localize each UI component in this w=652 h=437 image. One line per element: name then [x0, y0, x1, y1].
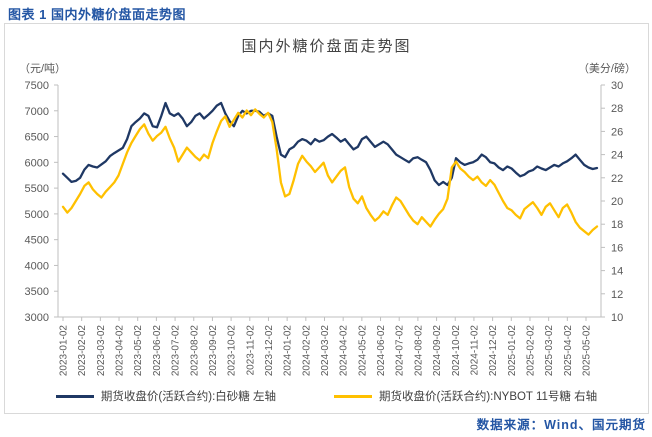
x-axis-tick-label: 2024-10-02 — [451, 325, 462, 377]
legend-item-white-sugar: 期货收盘价(活跃合约):白砂糖 左轴 — [55, 388, 276, 404]
left-axis-tick-label: 6500 — [25, 132, 49, 144]
x-axis-tick-label: 2025-02-02 — [525, 325, 536, 377]
x-axis-tick-label: 2023-06-02 — [152, 325, 163, 377]
right-axis-tick-label: 16 — [611, 242, 623, 254]
legend-label-nybot-sugar: 期货收盘价(活跃合约):NYBOT 11号糖 右轴 — [378, 391, 598, 403]
x-axis-tick-label: 2024-05-02 — [357, 325, 368, 377]
series-line-white-sugar — [61, 101, 599, 187]
left-axis-tick-label: 3000 — [25, 312, 49, 324]
figure-caption: 图表 1 国内外糖价盘面走势图 — [8, 7, 186, 22]
series-line-nybot-sugar — [61, 108, 599, 236]
x-axis-tick-label: 2024-09-02 — [432, 325, 443, 377]
x-axis-tick-label: 2024-12-02 — [488, 325, 499, 377]
left-axis-tick-label: 3500 — [25, 286, 49, 298]
x-axis-tick-label: 2024-04-02 — [339, 325, 350, 377]
chart-title: 国内外糖价盘面走势图 — [241, 39, 412, 55]
left-axis-unit-label: （元/吨） — [19, 63, 67, 75]
x-axis-tick-label: 2023-11-02 — [245, 325, 256, 376]
legend-swatch-nybot-sugar — [333, 394, 372, 398]
x-axis-tick-label: 2023-01-02 — [59, 325, 70, 377]
data-source-text: 数据来源：Wind、国元期货 — [476, 418, 646, 432]
plot-area: 7500 7000 6500 6000 5500 5000 4500 4000 3500 3000… — [25, 80, 624, 377]
left-axis-tick-label: 6000 — [25, 157, 49, 169]
legend-swatch-white-sugar — [55, 394, 94, 398]
legend-item-nybot-sugar: 期货收盘价(活跃合约):NYBOT 11号糖 右轴 — [333, 388, 598, 404]
right-axis-tick-label: 20 — [611, 196, 623, 208]
x-axis-tick-label: 2024-11-02 — [469, 325, 480, 376]
left-axis-tick-label: 4000 — [25, 260, 49, 272]
x-axis-tick-label: 2024-01-02 — [283, 325, 294, 377]
left-axis-tick-label: 7500 — [25, 80, 49, 92]
x-axis-tick-label: 2023-08-02 — [189, 325, 200, 377]
right-axis-tick-label: 12 — [611, 289, 623, 301]
right-axis-tick-label: 14 — [611, 266, 623, 278]
x-axis-tick-label: 2023-05-02 — [133, 325, 144, 377]
right-axis-tick-label: 26 — [611, 126, 623, 138]
legend-label-white-sugar: 期货收盘价(活跃合约):白砂糖 左轴 — [100, 391, 276, 403]
left-axis-tick-label: 7000 — [25, 106, 49, 118]
x-axis-tick-label: 2024-08-02 — [413, 325, 424, 377]
x-axis-tick-label: 2023-04-02 — [115, 325, 126, 377]
x-axis-tick-label: 2023-07-02 — [171, 325, 182, 377]
right-axis-tick-label: 22 — [611, 173, 623, 185]
chart-legend: 期货收盘价(活跃合约):白砂糖 左轴 期货收盘价(活跃合约):NYBOT 11号… — [5, 388, 648, 404]
right-axis-tick-label: 24 — [611, 150, 623, 162]
x-axis-tick-label: 2025-01-02 — [507, 325, 518, 377]
x-axis-tick-label: 2024-06-02 — [376, 325, 387, 377]
x-axis-tick-label: 2023-12-02 — [264, 325, 275, 377]
x-axis-tick-label: 2023-09-02 — [208, 325, 219, 377]
chart-panel: 国内外糖价盘面走势图 （元/吨） （美分/磅） 7500 7000 6500 6000… — [4, 23, 649, 414]
x-axis-tick-label: 2025-03-02 — [544, 325, 555, 377]
x-axis-tick-label: 2025-05-02 — [582, 325, 593, 377]
x-axis-tick-label: 2024-03-02 — [320, 325, 331, 377]
right-axis-tick-label: 18 — [611, 219, 623, 231]
right-axis-tick-label: 28 — [611, 103, 623, 115]
right-axis-unit-label: （美分/磅） — [577, 63, 636, 75]
x-axis-tick-label: 2024-02-02 — [301, 325, 312, 377]
left-axis-tick-label: 5000 — [25, 209, 49, 221]
x-axis-tick-label: 2023-10-02 — [227, 325, 238, 377]
right-axis-tick-label: 10 — [611, 312, 623, 324]
x-axis-tick-label: 2024-07-02 — [395, 325, 406, 377]
x-axis-tick-label: 2025-04-02 — [563, 325, 574, 377]
left-axis-tick-label: 4500 — [25, 235, 49, 247]
x-axis-tick-label: 2023-02-02 — [77, 325, 88, 377]
x-axis-tick-label: 2023-03-02 — [96, 325, 107, 377]
left-axis-tick-label: 5500 — [25, 183, 49, 195]
right-axis-tick-label: 30 — [611, 80, 623, 92]
